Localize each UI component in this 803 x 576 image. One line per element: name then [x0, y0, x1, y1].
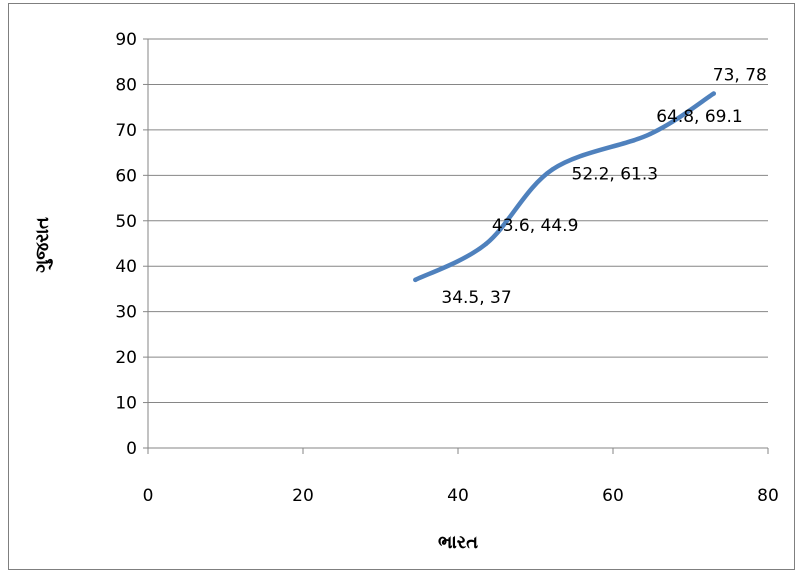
y-tick-label-0: 0 — [126, 439, 137, 459]
data-label-4: 73, 78 — [713, 66, 767, 86]
x-tick-label-0: 0 — [143, 486, 154, 506]
y-tick-label-50: 50 — [115, 212, 137, 232]
data-labels: 34.5, 37 43.6, 44.9 52.2, 61.3 64.8, 69.1 73… — [441, 66, 766, 308]
y-axis-title: ગુજરાત — [32, 217, 53, 273]
y-tick-label-60: 60 — [115, 166, 137, 186]
data-point-0 — [413, 277, 418, 283]
y-tick-label-30: 30 — [115, 303, 137, 323]
data-label-2: 52.2, 61.3 — [572, 164, 659, 184]
x-tick-label-80: 80 — [757, 486, 779, 506]
x-axis-title: ભારત — [438, 532, 478, 553]
x-tick-label-60: 60 — [602, 486, 624, 506]
gridlines — [148, 38, 768, 404]
data-point-4 — [711, 91, 716, 96]
data-point-3 — [648, 131, 653, 137]
x-tick-label-40: 40 — [447, 486, 469, 506]
axes — [143, 38, 769, 454]
series-lines — [413, 91, 716, 283]
chart-frame — [8, 3, 795, 570]
data-label-3: 64.8, 69.1 — [656, 107, 743, 127]
x-tick-label-20: 20 — [292, 486, 314, 506]
data-label-1: 43.6, 44.9 — [492, 216, 579, 236]
y-tick-label-20: 20 — [115, 348, 137, 368]
y-tick-label-80: 80 — [115, 75, 137, 95]
y-tick-label-70: 70 — [115, 121, 137, 141]
data-point-1 — [483, 241, 489, 247]
y-tick-label-90: 90 — [115, 30, 137, 50]
x-tick-labels: 0 20 40 60 80 — [143, 486, 779, 506]
data-label-0: 34.5, 37 — [441, 288, 511, 308]
data-point-2 — [550, 167, 555, 172]
y-tick-label-40: 40 — [115, 257, 137, 277]
y-tick-labels: 0 10 20 30 40 50 60 70 80 90 — [115, 30, 137, 459]
y-tick-label-10: 10 — [115, 394, 137, 414]
